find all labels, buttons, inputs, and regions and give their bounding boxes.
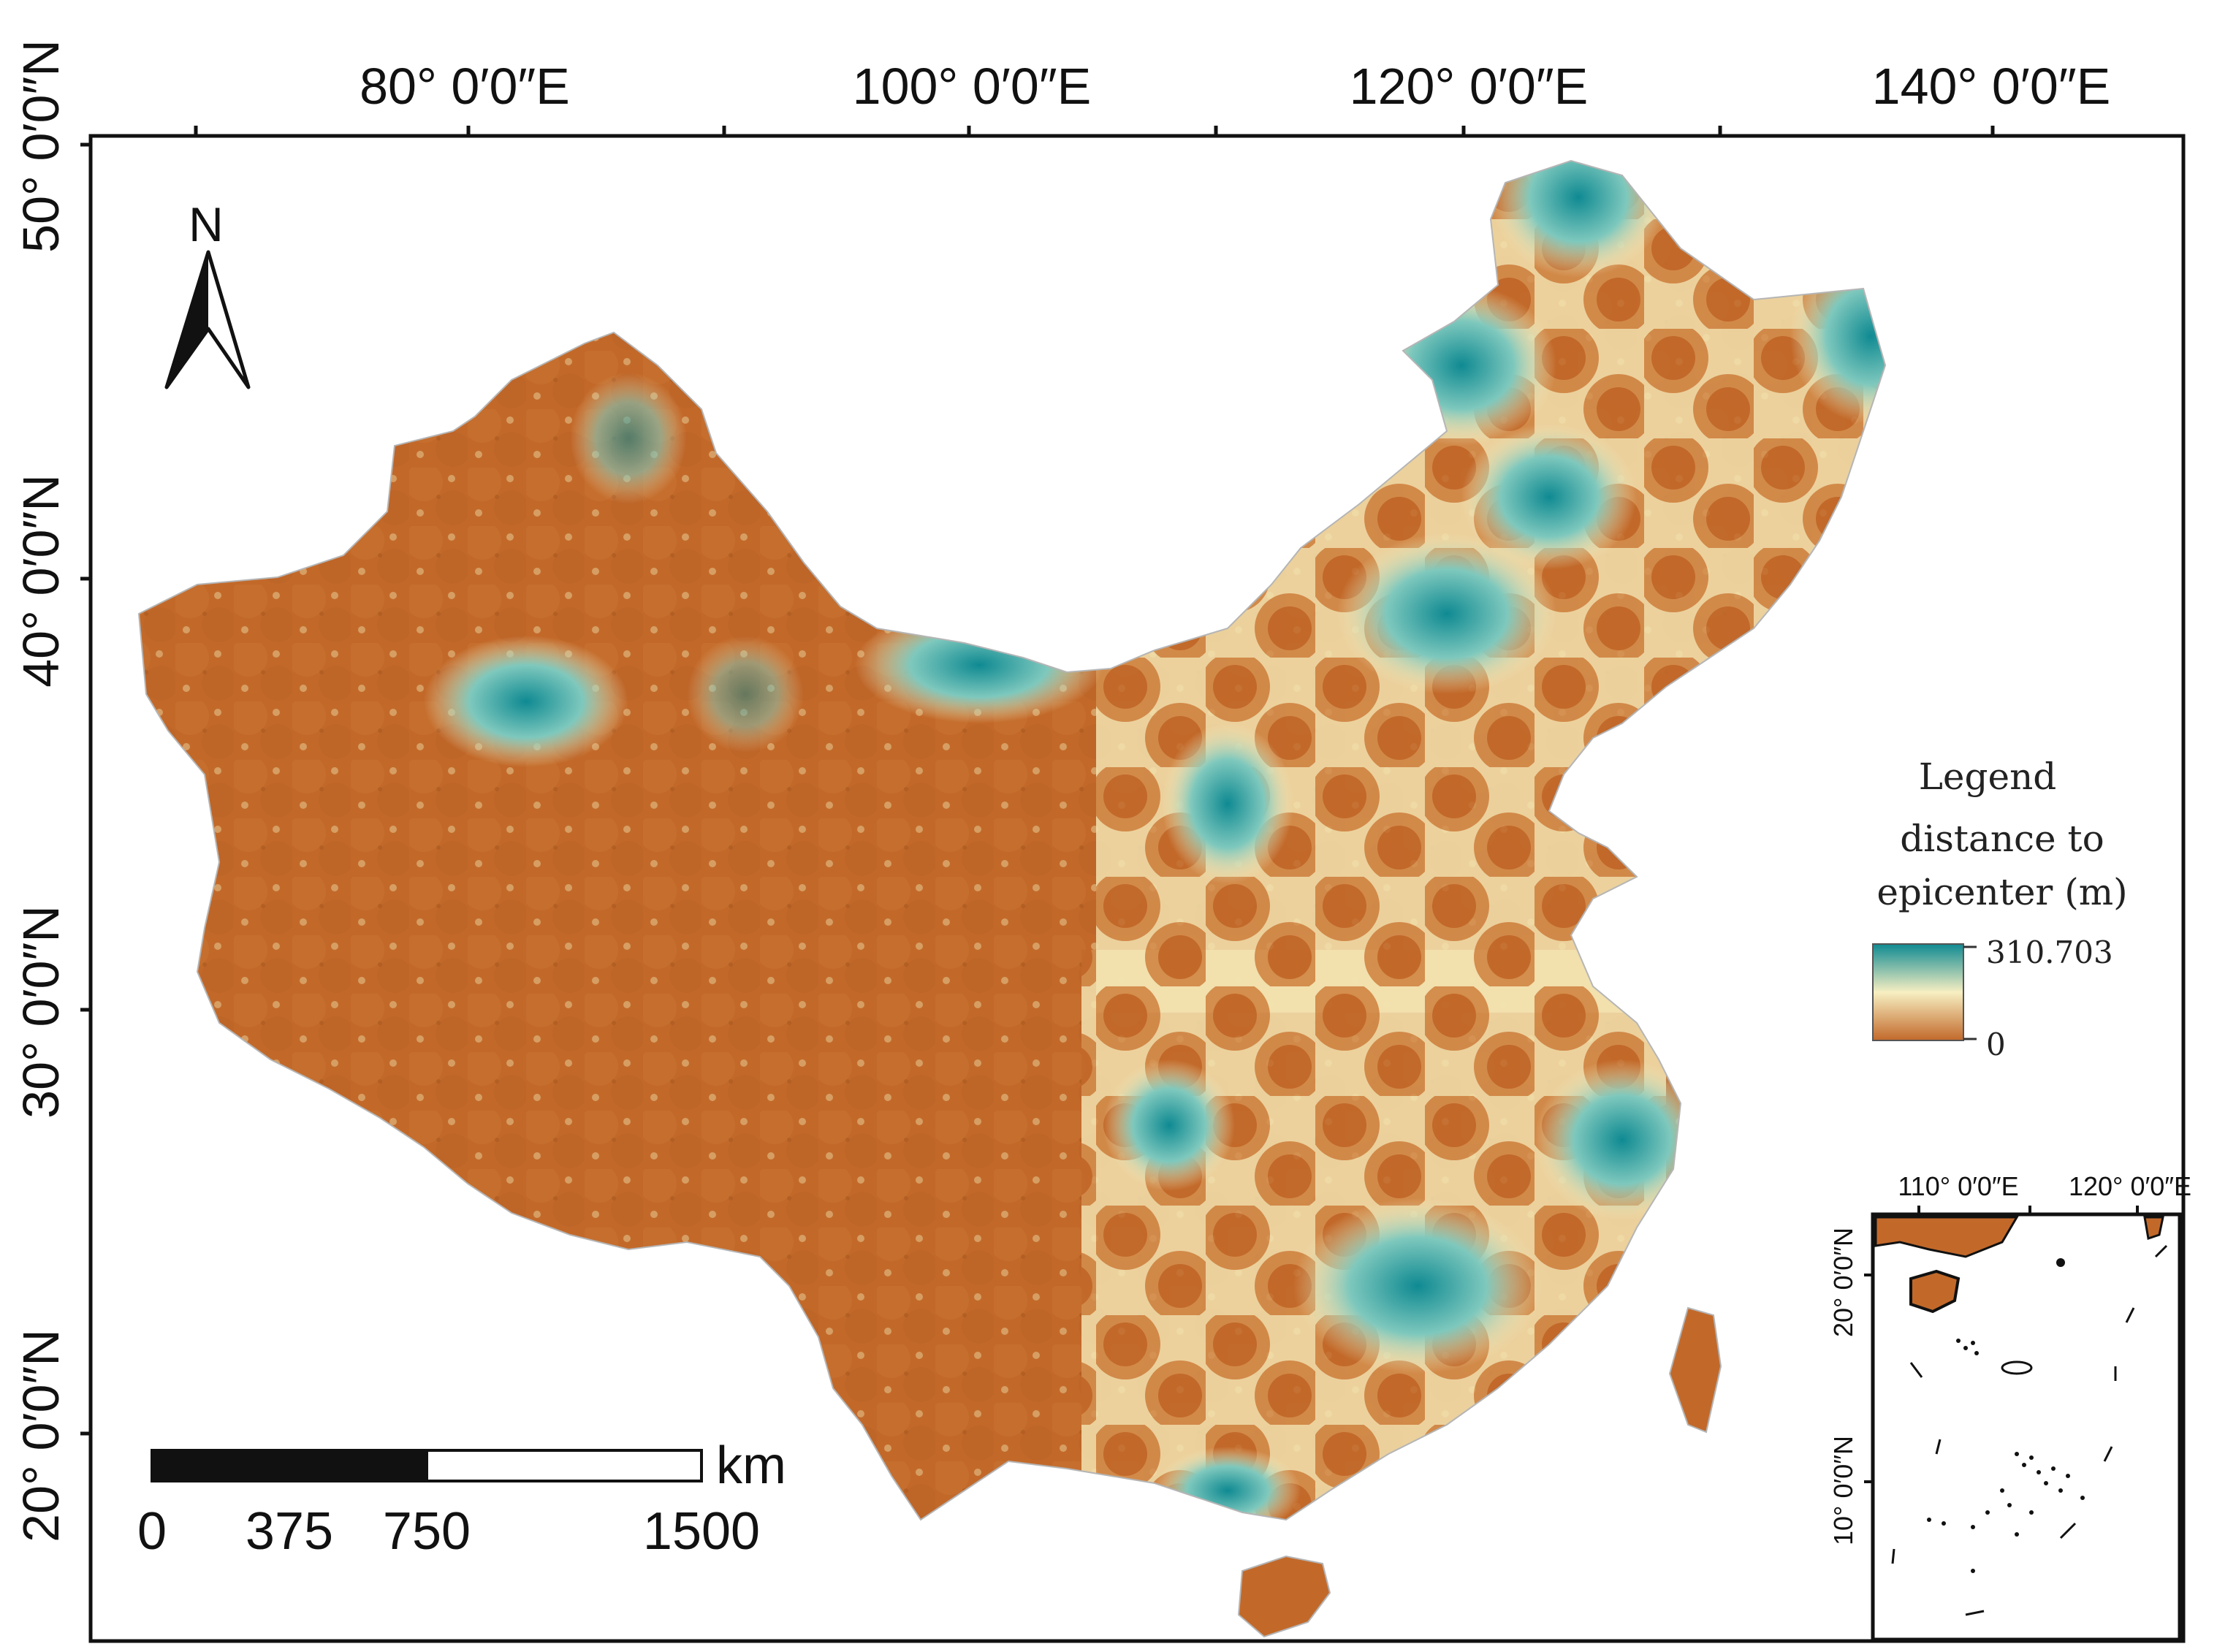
inset-taiwan (2143, 1216, 2164, 1240)
scale-tick-1500: 1500 (643, 1502, 760, 1561)
inset-boundary-dashes (1891, 1244, 2168, 1616)
inset-hainan (1909, 1269, 1961, 1314)
legend-max-label: 310.703 (1986, 935, 2113, 970)
north-arrow-label: N (189, 197, 224, 251)
inset-map: 110° 0′0″E 120° 0′0″E 20° 0′0″N 10° 0′0″… (1828, 1171, 2191, 1642)
scale-tick-750: 750 (383, 1502, 471, 1561)
legend-title: Legend (1919, 755, 2057, 798)
inset-left-label-10n: 10° 0′0″N (1828, 1436, 1858, 1545)
top-axis-ticks (194, 126, 1995, 136)
legend-line-1: distance to (1900, 818, 2104, 860)
hainan-island (1237, 1555, 1331, 1638)
top-axis-label-80e: 80° 0′0″E (360, 58, 570, 115)
inset-top-label-110e: 110° 0′0″E (1898, 1171, 2018, 1201)
legend-color-ramp (1872, 943, 1964, 1041)
inset-top-label-120e: 120° 0′0″E (2069, 1171, 2191, 1201)
inset-left-label-20n: 20° 0′0″N (1828, 1227, 1858, 1337)
left-axis-label-40n: 40° 0′0″N (12, 474, 69, 688)
north-arrow: N (164, 197, 251, 389)
left-axis-label-20n: 20° 0′0″N (12, 1329, 69, 1542)
legend: Legend distance to epicenter (m) 310.703… (1872, 755, 2128, 1062)
inset-mainland (1874, 1216, 2019, 1258)
scale-tick-0: 0 (137, 1502, 167, 1561)
scale-tick-375: 375 (246, 1502, 333, 1561)
inset-islands (1927, 1258, 2085, 1573)
left-axis-ticks (80, 142, 91, 1436)
legend-min-label: 0 (1986, 1027, 2006, 1062)
legend-line-2: epicenter (m) (1876, 871, 2127, 913)
left-axis-label-50n: 50° 0′0″N (12, 39, 69, 253)
taiwan-island (1668, 1306, 1722, 1434)
top-axis-label-140e: 140° 0′0″E (1872, 58, 2111, 115)
top-axis-label-120e: 120° 0′0″E (1350, 58, 1589, 115)
top-axis-label-100e: 100° 0′0″E (853, 58, 1092, 115)
left-axis-label-30n: 30° 0′0″N (12, 905, 69, 1119)
scale-bar-unit: km (716, 1436, 786, 1495)
scale-bar: km 0 375 750 1500 (137, 1436, 786, 1561)
